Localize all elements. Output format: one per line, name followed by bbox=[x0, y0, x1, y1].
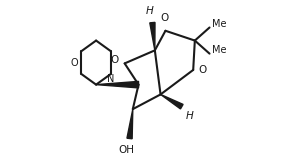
Text: H: H bbox=[145, 6, 153, 16]
Text: O: O bbox=[111, 55, 119, 65]
Text: H: H bbox=[185, 111, 193, 121]
Text: O: O bbox=[160, 13, 169, 23]
Text: O: O bbox=[199, 65, 207, 75]
Polygon shape bbox=[160, 94, 183, 109]
Text: Me: Me bbox=[212, 45, 227, 55]
Text: N: N bbox=[107, 74, 114, 84]
Text: O: O bbox=[71, 58, 78, 68]
Polygon shape bbox=[150, 22, 155, 50]
Polygon shape bbox=[127, 109, 133, 139]
Text: Me: Me bbox=[212, 19, 227, 29]
Text: OH: OH bbox=[118, 145, 134, 155]
Polygon shape bbox=[96, 81, 139, 88]
